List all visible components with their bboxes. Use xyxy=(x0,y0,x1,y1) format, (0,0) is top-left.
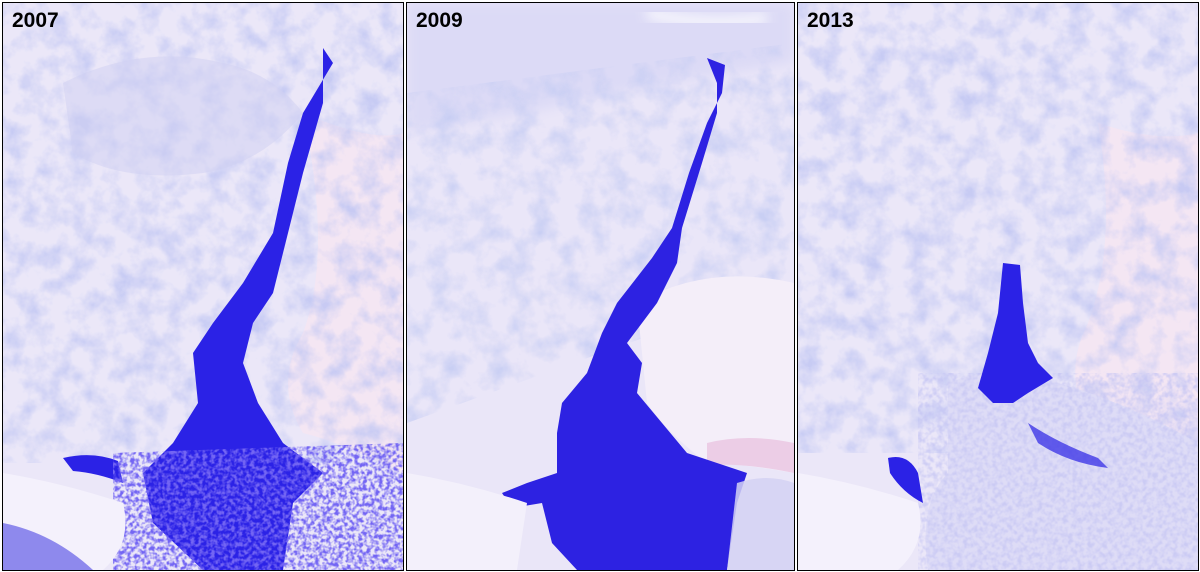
satellite-image-2013 xyxy=(798,3,1198,570)
year-label-2013: 2013 xyxy=(807,9,854,32)
satellite-image-2009 xyxy=(407,3,794,570)
year-label-2007: 2007 xyxy=(12,9,59,32)
satellite-image-2007 xyxy=(3,3,403,570)
year-label-2009: 2009 xyxy=(416,9,463,32)
satellite-panel-2013: 2013 xyxy=(797,2,1199,571)
satellite-panel-2007: 2007 xyxy=(2,2,404,571)
satellite-panel-2009: 2009 xyxy=(406,2,795,571)
